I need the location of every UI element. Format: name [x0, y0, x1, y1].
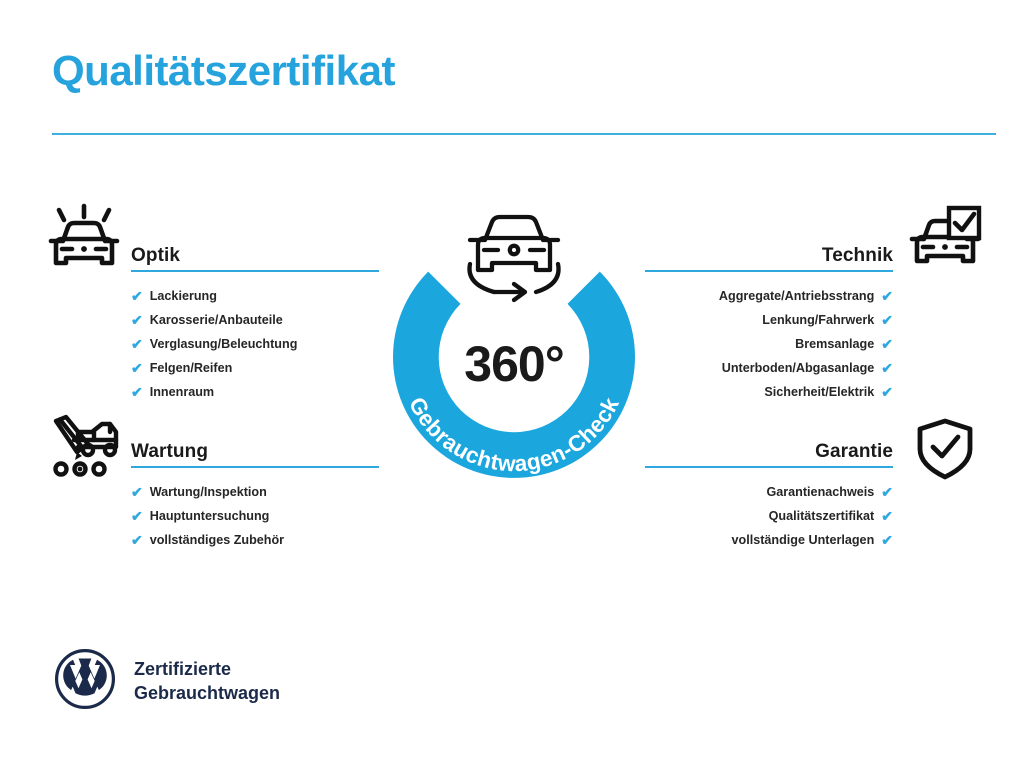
check-icon: ✔: [131, 532, 143, 548]
list-item: ✔ Wartung/Inspektion: [131, 480, 379, 504]
check-icon: ✔: [881, 484, 893, 500]
check-icon: ✔: [131, 384, 143, 400]
section-item-list: Aggregate/Antriebsstrang ✔ Lenkung/Fahrw…: [645, 284, 893, 404]
list-item: ✔ Felgen/Reifen: [131, 356, 379, 380]
list-item: Lenkung/Fahrwerk ✔: [645, 308, 893, 332]
section-header: Optik: [131, 238, 379, 272]
section-optik: Optik ✔ Lackierung ✔ Karosserie/Anbautei…: [131, 238, 379, 404]
section-header: Technik: [645, 238, 893, 272]
check-icon: ✔: [881, 288, 893, 304]
section-title: Technik: [821, 245, 893, 266]
section-garantie: Garantie Garantienachweis ✔ Qualitätszer…: [645, 434, 893, 552]
check-icon: ✔: [131, 336, 143, 352]
page-title: Qualitätszertifikat: [52, 47, 395, 94]
list-item-label: vollständiges Zubehör: [149, 533, 285, 547]
list-item: Unterboden/Abgasanlage ✔: [645, 356, 893, 380]
list-item-label: Qualitätszertifikat: [768, 509, 875, 523]
list-item-label: vollständige Unterlagen: [731, 533, 875, 547]
brand-line-1: Zertifizierte: [134, 659, 232, 680]
section-underline: [131, 466, 379, 468]
section-underline: [131, 270, 379, 272]
list-item: ✔ Lackierung: [131, 284, 379, 308]
list-item: ✔ Verglasung/Beleuchtung: [131, 332, 379, 356]
list-item-label: Lackierung: [149, 289, 217, 303]
list-item: ✔ Hauptuntersuchung: [131, 504, 379, 528]
section-header: Garantie: [645, 434, 893, 468]
list-item-label: Lenkung/Fahrwerk: [762, 313, 875, 327]
car-checkbox-icon: [908, 205, 982, 273]
list-item: Qualitätszertifikat ✔: [645, 504, 893, 528]
check-icon: ✔: [881, 532, 893, 548]
check-icon: ✔: [881, 336, 893, 352]
list-item-label: Sicherheit/Elektrik: [764, 385, 875, 399]
section-title: Optik: [131, 245, 181, 266]
list-item-label: Felgen/Reifen: [149, 361, 233, 375]
section-underline: [645, 466, 893, 468]
check-icon: ✔: [131, 484, 143, 500]
badge-360-gebrauchtwagen-check: Gebrauchtwagen-Check: [377, 196, 651, 486]
list-item: Bremsanlage ✔: [645, 332, 893, 356]
section-header: Wartung: [131, 434, 379, 468]
brand-line-2: Gebrauchtwagen: [134, 682, 281, 703]
list-item-label: Garantienachweis: [766, 485, 875, 499]
list-item: ✔ vollständiges Zubehör: [131, 528, 379, 552]
check-icon: ✔: [881, 312, 893, 328]
title-divider: [52, 133, 996, 135]
list-item-label: Karosserie/Anbauteile: [149, 313, 283, 327]
section-wartung: Wartung ✔ Wartung/Inspektion ✔ Hauptunte…: [131, 434, 379, 552]
section-item-list: Garantienachweis ✔ Qualitätszertifikat ✔…: [645, 480, 894, 552]
vw-logo: [54, 648, 116, 715]
section-item-list: ✔ Lackierung ✔ Karosserie/Anbauteile ✔ V…: [131, 284, 379, 404]
brand-text: Zertifizierte Gebrauchtwagen: [134, 658, 280, 704]
list-item: ✔ Karosserie/Anbauteile: [131, 308, 379, 332]
list-item: Aggregate/Antriebsstrang ✔: [645, 284, 893, 308]
list-item-label: Bremsanlage: [795, 337, 875, 351]
list-item-label: Wartung/Inspektion: [149, 485, 267, 499]
section-item-list: ✔ Wartung/Inspektion ✔ Hauptuntersuchung…: [131, 480, 379, 552]
brand-lockup: Zertifizierte Gebrauchtwagen: [54, 648, 280, 715]
section-technik: Technik Aggregate/Antriebsstrang ✔ Lenku…: [645, 238, 893, 404]
list-item: ✔ Innenraum: [131, 380, 379, 404]
car-shine-icon: [46, 203, 122, 275]
check-icon: ✔: [881, 384, 893, 400]
section-title: Wartung: [131, 441, 209, 462]
list-item-label: Innenraum: [149, 385, 215, 399]
list-item: Sicherheit/Elektrik ✔: [645, 380, 893, 404]
list-item-label: Hauptuntersuchung: [149, 509, 270, 523]
list-item-label: Verglasung/Beleuchtung: [149, 337, 298, 351]
check-icon: ✔: [131, 360, 143, 376]
list-item-label: Aggregate/Antriebsstrang: [718, 289, 875, 303]
check-icon: ✔: [881, 360, 893, 376]
check-icon: ✔: [131, 288, 143, 304]
section-underline: [645, 270, 893, 272]
shield-check-icon: [913, 417, 977, 481]
badge-center-label: 360°: [464, 336, 564, 392]
check-icon: ✔: [131, 508, 143, 524]
section-title: Garantie: [815, 441, 893, 462]
check-icon: ✔: [881, 508, 893, 524]
list-item-label: Unterboden/Abgasanlage: [721, 361, 875, 375]
check-icon: ✔: [131, 312, 143, 328]
car-service-pencil-icon: [44, 414, 122, 480]
list-item: Garantienachweis ✔: [645, 480, 893, 504]
list-item: vollständige Unterlagen ✔: [645, 528, 894, 552]
